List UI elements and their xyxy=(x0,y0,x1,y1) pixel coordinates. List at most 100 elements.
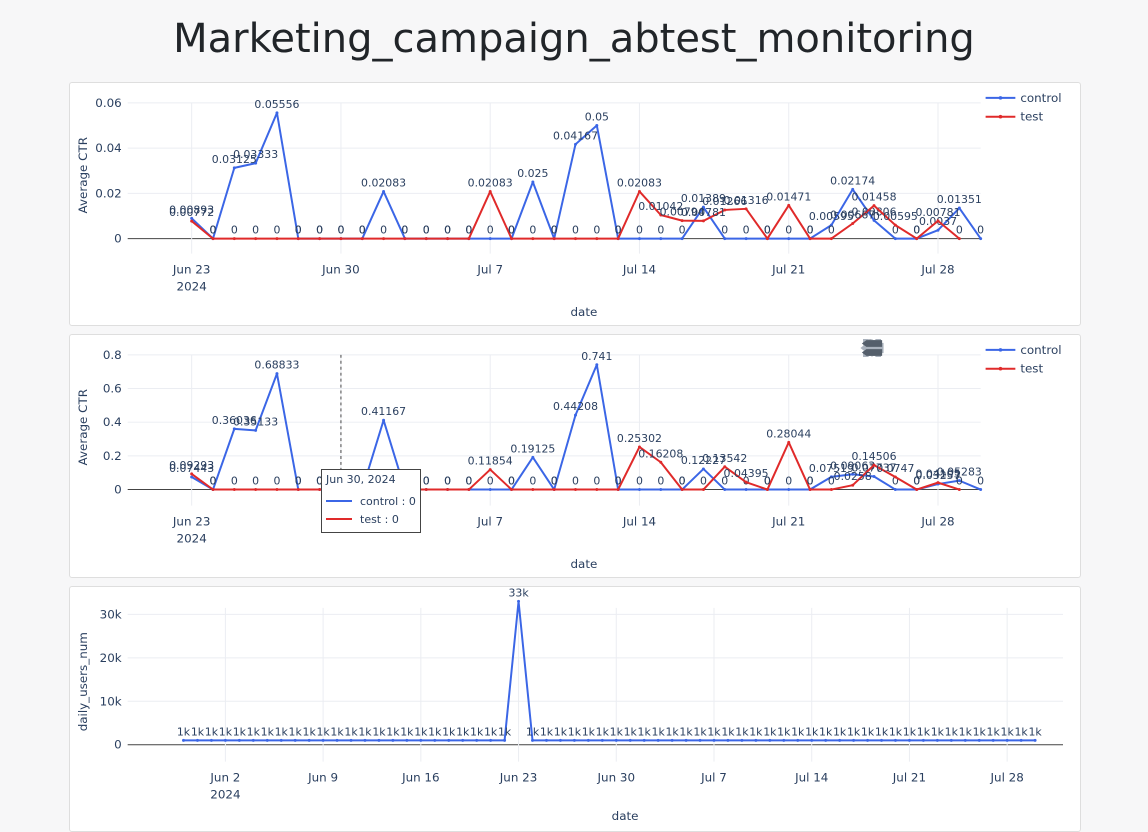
test-data-label: 0.01316 xyxy=(724,194,769,207)
x-tick-label: Jul 21 xyxy=(892,770,926,784)
control-data-label: 0 xyxy=(743,224,750,237)
daily_users_num-data-point xyxy=(461,738,465,742)
daily_users_num-data-label: 1k xyxy=(861,725,875,738)
daily_users_num-data-point xyxy=(558,738,562,742)
tooltip-control-value: control : 0 xyxy=(360,494,416,508)
daily_users_num-data-point xyxy=(880,738,884,742)
control-data-label: 0 xyxy=(764,224,771,237)
test-data-label: 0.16208 xyxy=(638,447,683,460)
test-data-point xyxy=(829,237,833,241)
daily_users_num-data-point xyxy=(419,738,423,742)
control-data-point xyxy=(488,488,492,492)
daily_users_num-data-label: 1k xyxy=(889,725,903,738)
control-data-point xyxy=(254,428,258,432)
daily_users_num-data-label: 1k xyxy=(959,725,973,738)
control-data-point xyxy=(787,488,791,492)
test-data-label: 0.00794 xyxy=(660,206,705,219)
daily_users_num-data-point xyxy=(642,738,646,742)
test-data-label: 0.01042 xyxy=(638,200,683,213)
test-data-label: 0 xyxy=(551,475,558,488)
daily_users_num-data-point xyxy=(921,738,925,742)
daily_users_num-data-label: 1k xyxy=(665,725,679,738)
daily_users_num-data-point xyxy=(279,738,283,742)
daily_users_num-data-point xyxy=(544,738,548,742)
control-data-label: 0 xyxy=(807,224,814,237)
daily_users_num-data-point xyxy=(1033,738,1037,742)
x-tick-label: Jul 14 xyxy=(622,514,656,528)
control-data-label: 0 xyxy=(679,475,686,488)
x-tick-year-label: 2024 xyxy=(210,787,240,801)
test-data-point xyxy=(488,189,492,193)
test-data-label: 0.09293 xyxy=(169,459,214,472)
test-data-label: 0 xyxy=(295,475,302,488)
x-tick-year-label: 2024 xyxy=(177,279,207,293)
daily_users_num-data-label: 1k xyxy=(247,725,261,738)
x-tick-label: Jul 21 xyxy=(771,514,805,528)
test-data-label: 0 xyxy=(615,475,622,488)
ctr-line-chart[interactable]: 0 0.02 0.04 0.06 Jun 23 2024 Jun 30 Jul 7 Jul 14… xyxy=(70,83,1080,325)
test-data-label: 0.11854 xyxy=(468,455,513,468)
daily-users-line-chart[interactable]: 0 10k 20k 30k Jun 2 2024 Jun 9 Jun 16 Jun 23 Jun … xyxy=(70,586,1080,831)
test-data-label: 0.00667 xyxy=(830,209,875,222)
test-data-label: 0 xyxy=(444,224,451,237)
test-data-point xyxy=(211,237,215,241)
test-data-point xyxy=(254,488,258,492)
test-data-point xyxy=(829,488,833,492)
daily_users_num-data-label: 1k xyxy=(275,725,289,738)
x-tick-label: Jul 21 xyxy=(771,262,805,276)
daily_users_num-series-line xyxy=(183,600,1036,742)
control-data-label: 0 xyxy=(764,475,771,488)
x-tick-label: Jun 23 xyxy=(172,262,211,276)
test-data-point xyxy=(552,237,556,241)
control-data-point xyxy=(595,363,599,367)
daily_users_num-data-point xyxy=(307,738,311,742)
daily_users_num-data-label: 1k xyxy=(191,725,205,738)
test-data-label: 0.14506 xyxy=(852,450,897,463)
test-data-point xyxy=(552,488,556,492)
test-data-label: 0.01471 xyxy=(766,190,811,203)
daily_users_num-data-point xyxy=(377,738,381,742)
test-data-label: 0 xyxy=(913,224,920,237)
test-data-point xyxy=(190,472,194,476)
daily_users_num-data-label: 1k xyxy=(219,725,233,738)
control-data-label: 0.05283 xyxy=(937,466,982,479)
control-data-point xyxy=(275,372,279,376)
test-data-label: 0 xyxy=(210,475,217,488)
x-tick-label: Jul 28 xyxy=(920,514,954,528)
control-data-label: 0 xyxy=(359,224,366,237)
y-tick-label: 0.4 xyxy=(103,415,122,429)
control-data-point xyxy=(851,472,855,476)
test-data-label: 0 xyxy=(423,224,430,237)
test-data-label: 0 xyxy=(508,475,515,488)
daily_users_num-data-label: 1k xyxy=(414,725,428,738)
x-tick-year-label: 2024 xyxy=(177,531,207,545)
daily_users_num-data-point xyxy=(907,738,911,742)
test-data-point xyxy=(510,237,514,241)
test-data-point xyxy=(211,488,215,492)
daily_users_num-data-point xyxy=(810,738,814,742)
control-data-label: 0 xyxy=(913,224,920,237)
daily_users_num-data-label: 1k xyxy=(470,725,484,738)
control-data-label: 0 xyxy=(615,475,622,488)
daily_users_num-data-point xyxy=(796,738,800,742)
test-data-label: 0.04105 xyxy=(915,468,960,481)
control-data-point xyxy=(382,418,386,422)
control-data-point xyxy=(574,413,577,417)
test-data-point xyxy=(723,465,727,469)
daily_users_num-data-label: 1k xyxy=(749,725,763,738)
y-tick-label: 0.2 xyxy=(103,449,122,463)
control-data-label: 0 xyxy=(401,224,408,237)
x-tick-label: Jun 2 xyxy=(209,770,240,784)
control-data-point xyxy=(595,123,599,127)
daily_users_num-data-label: 1k xyxy=(652,725,666,738)
test-data-point xyxy=(318,488,322,492)
x-tick-label: Jul 28 xyxy=(990,770,1024,784)
daily_users_num-data-point xyxy=(335,738,339,742)
control-data-point xyxy=(701,467,705,471)
hover-compare-icon[interactable] xyxy=(861,339,968,357)
daily_users_num-data-point xyxy=(852,738,856,742)
daily_users_num-data-label: 1k xyxy=(735,725,749,738)
page-title: Marketing_campaign_abtest_monitoring xyxy=(173,16,975,62)
control-data-label: 0 xyxy=(636,224,643,237)
